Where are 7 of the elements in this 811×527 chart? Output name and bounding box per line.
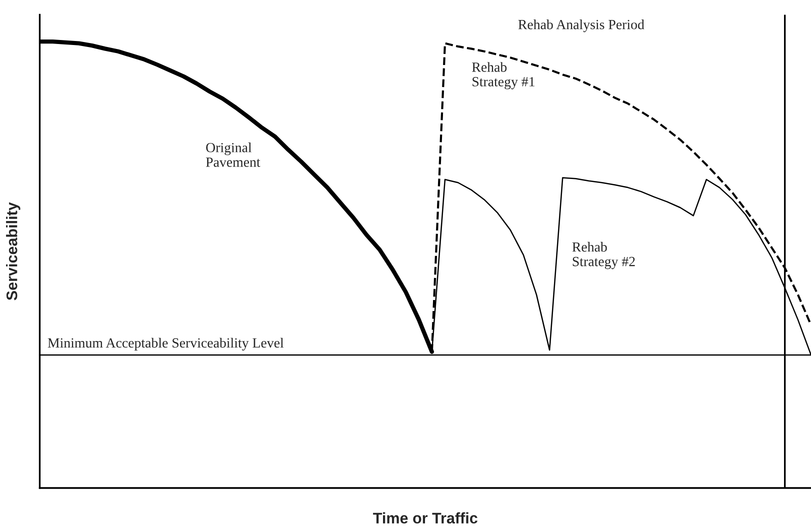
x-axis-title: Time or Traffic [373,512,478,524]
text: Rehab Analysis Period [518,19,644,32]
series-label: Rehab Strategy #1 [472,62,534,90]
series-label: Original Pavement [206,142,260,167]
series-label: Rehab Strategy #2 [572,242,635,270]
ref-line-label: Minimum Acceptable Serviceability Level [48,338,284,350]
y-axis-title: Serviceability [6,202,20,300]
